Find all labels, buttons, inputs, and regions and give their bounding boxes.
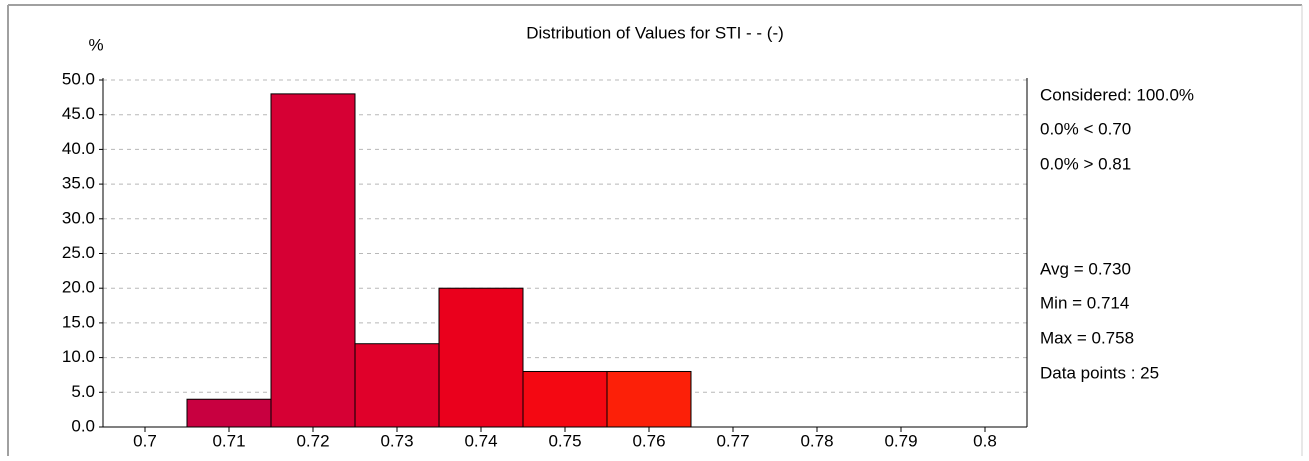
x-tick-label: 0.71 — [212, 431, 245, 450]
y-tick-label: 45.0 — [62, 104, 95, 123]
annotation: 0.0% < 0.70 — [1040, 119, 1131, 138]
y-tick-label: 15.0 — [62, 312, 95, 331]
bar — [522, 370, 608, 428]
bar — [606, 370, 692, 428]
x-tick-label: 0.77 — [716, 431, 749, 450]
x-tick-label: 0.78 — [800, 431, 833, 450]
annotation: Avg = 0.730 — [1040, 259, 1131, 278]
annotation: Max = 0.758 — [1040, 328, 1134, 347]
y-tick-label: 35.0 — [62, 174, 95, 193]
x-tick-label: 0.75 — [548, 431, 581, 450]
y-axis-label: % — [88, 35, 103, 54]
x-tick-label: 0.76 — [632, 431, 665, 450]
bar — [270, 93, 356, 428]
y-tick-label: 30.0 — [62, 208, 95, 227]
annotation: Min = 0.714 — [1040, 293, 1129, 312]
annotation: Data points : 25 — [1040, 363, 1159, 382]
y-tick-label: 25.0 — [62, 243, 95, 262]
annotation: 0.0% > 0.81 — [1040, 154, 1131, 173]
x-tick-label: 0.79 — [884, 431, 917, 450]
chart-title: Distribution of Values for STI - - (-) — [526, 23, 784, 42]
x-tick-label: 0.7 — [133, 431, 157, 450]
bar — [186, 398, 272, 428]
bar — [438, 287, 524, 428]
x-tick-label: 0.72 — [296, 431, 329, 450]
y-tick-label: 20.0 — [62, 278, 95, 297]
annotation: Considered: 100.0% — [1040, 85, 1194, 104]
y-tick-label: 0.0 — [71, 416, 95, 435]
y-tick-label: 40.0 — [62, 139, 95, 158]
y-tick-label: 10.0 — [62, 347, 95, 366]
x-tick-label: 0.73 — [380, 431, 413, 450]
y-tick-label: 50.0 — [62, 69, 95, 88]
bar — [354, 343, 440, 428]
y-tick-label: 5.0 — [71, 382, 95, 401]
x-tick-label: 0.8 — [973, 431, 997, 450]
x-tick-label: 0.74 — [464, 431, 497, 450]
